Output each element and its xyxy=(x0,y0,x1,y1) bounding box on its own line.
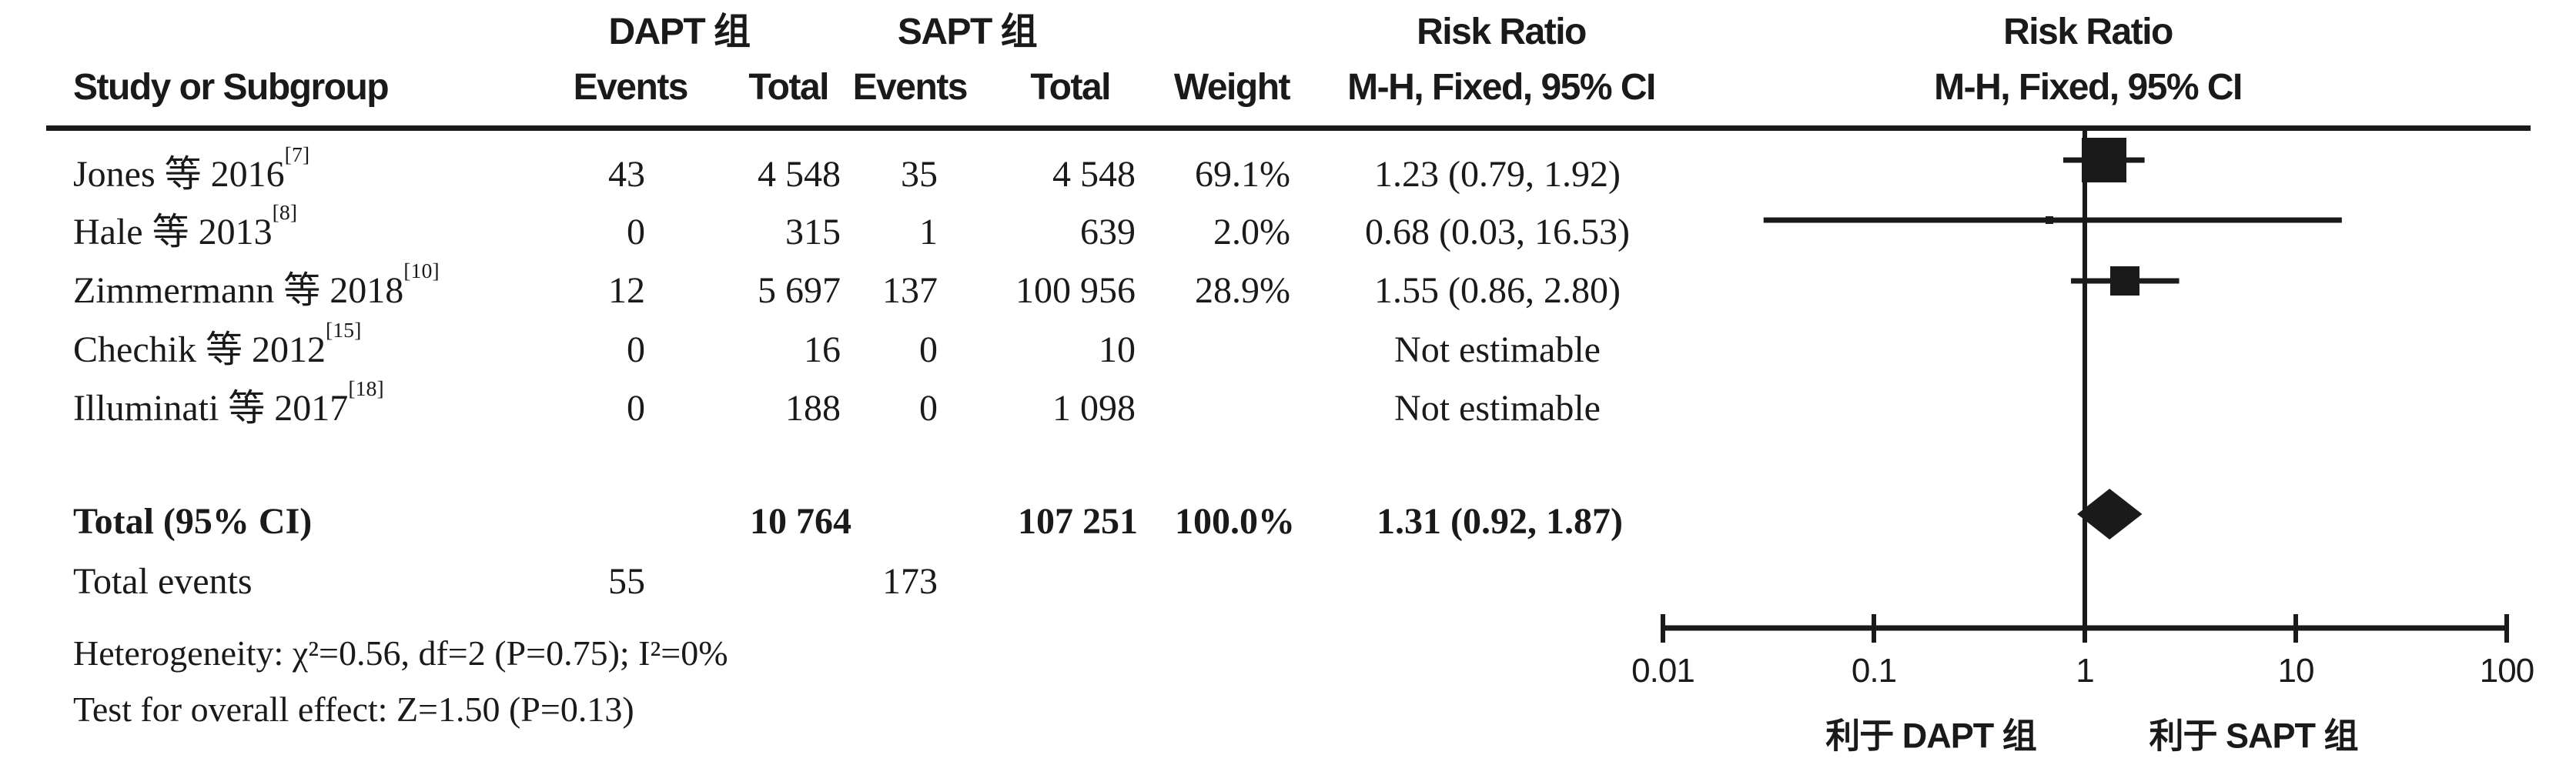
weight-square xyxy=(2082,138,2126,182)
total-sapt-total: 107 251 xyxy=(1018,501,1138,542)
weight-value: 2.0% xyxy=(1213,212,1290,252)
dapt-events-value: 43 xyxy=(608,154,645,195)
col-header-dapt-total: Total xyxy=(748,67,829,108)
ci-text: Not estimable xyxy=(1394,388,1601,429)
sapt-total-value: 10 xyxy=(1099,329,1136,370)
study-ref: [7] xyxy=(284,142,310,167)
study-ref: [10] xyxy=(403,259,440,283)
sapt-events-value: 0 xyxy=(919,388,938,429)
group-header-sapt: SAPT 组 xyxy=(897,12,1038,52)
group-header-dapt: DAPT 组 xyxy=(608,12,751,52)
dapt-events-value: 12 xyxy=(608,270,645,311)
weight-square xyxy=(2046,216,2053,224)
x-axis-tick-label: 100 xyxy=(2479,652,2534,690)
total-weight: 100.0% xyxy=(1175,501,1295,542)
total-row-label: Total (95% CI) xyxy=(73,501,313,542)
x-axis-tick-label: 10 xyxy=(2277,652,2315,690)
sapt-events-value: 137 xyxy=(882,270,938,311)
risk-ratio-header-right: Risk Ratio xyxy=(2003,12,2173,52)
study-name: Chechik 等 2012[15] xyxy=(73,318,362,370)
total-ci-text: 1.31 (0.92, 1.87) xyxy=(1377,501,1623,542)
col-header-sapt-events: Events xyxy=(852,67,969,108)
sapt-total-value: 4 548 xyxy=(1052,154,1136,195)
sapt-total-value: 639 xyxy=(1080,212,1136,252)
ci-text: 1.23 (0.79, 1.92) xyxy=(1374,154,1621,195)
dapt-total-value: 4 548 xyxy=(758,154,841,195)
header-separator-line xyxy=(46,125,2531,131)
heterogeneity-text: Heterogeneity: χ²=0.56, df=2 (P=0.75); I… xyxy=(73,633,728,673)
dapt-total-value: 16 xyxy=(804,329,841,370)
dapt-total-value: 315 xyxy=(785,212,841,252)
col-header-mh-right: M-H, Fixed, 95% CI xyxy=(1934,67,2243,108)
total-events-dapt: 55 xyxy=(608,561,645,602)
favor-sapt-label: 利于 SAPT 组 xyxy=(2149,716,2358,756)
study-name: Illuminati 等 2017[18] xyxy=(73,376,384,429)
col-header-study: Study or Subgroup xyxy=(73,67,390,108)
study-ref: [15] xyxy=(325,318,362,342)
study-name: Jones 等 2016[7] xyxy=(73,142,310,195)
study-name: Hale 等 2013[8] xyxy=(73,200,298,252)
dapt-events-value: 0 xyxy=(627,388,645,429)
total-dapt-total: 10 764 xyxy=(750,501,851,542)
dapt-total-value: 5 697 xyxy=(758,270,841,311)
sapt-total-value: 1 098 xyxy=(1052,388,1136,429)
ci-text: 1.55 (0.86, 2.80) xyxy=(1374,270,1621,311)
ci-text: 0.68 (0.03, 16.53) xyxy=(1365,212,1630,252)
overall-effect-text: Test for overall effect: Z=1.50 (P=0.13) xyxy=(73,690,634,729)
weight-value: 69.1% xyxy=(1195,154,1290,195)
favor-dapt-label: 利于 DAPT 组 xyxy=(1825,716,2037,756)
x-axis-tick-label: 0.01 xyxy=(1631,652,1695,690)
x-axis-tick-label: 0.1 xyxy=(1851,652,1897,690)
ci-text: Not estimable xyxy=(1394,329,1601,370)
sapt-total-value: 100 956 xyxy=(1015,270,1136,311)
total-events-sapt: 173 xyxy=(882,561,938,602)
weight-value: 28.9% xyxy=(1195,270,1290,311)
sapt-events-value: 0 xyxy=(919,329,938,370)
dapt-total-value: 188 xyxy=(785,388,841,429)
col-header-sapt-total: Total xyxy=(1030,67,1111,108)
sapt-events-value: 1 xyxy=(919,212,938,252)
x-axis-tick-label: 1 xyxy=(2076,652,2095,690)
study-ref: [8] xyxy=(272,200,298,225)
risk-ratio-header-left: Risk Ratio xyxy=(1417,12,1587,52)
col-header-weight: Weight xyxy=(1173,67,1291,108)
dapt-events-value: 0 xyxy=(627,329,645,370)
total-events-label: Total events xyxy=(73,561,253,602)
weight-square xyxy=(2110,266,2139,296)
study-name: Zimmermann 等 2018[10] xyxy=(73,259,440,311)
sapt-events-value: 35 xyxy=(901,154,938,195)
pooled-diamond xyxy=(2077,489,2143,540)
col-header-mh-left: M-H, Fixed, 95% CI xyxy=(1347,67,1656,108)
dapt-events-value: 0 xyxy=(627,212,645,252)
study-ref: [18] xyxy=(348,376,384,401)
col-header-dapt-events: Events xyxy=(573,67,689,108)
